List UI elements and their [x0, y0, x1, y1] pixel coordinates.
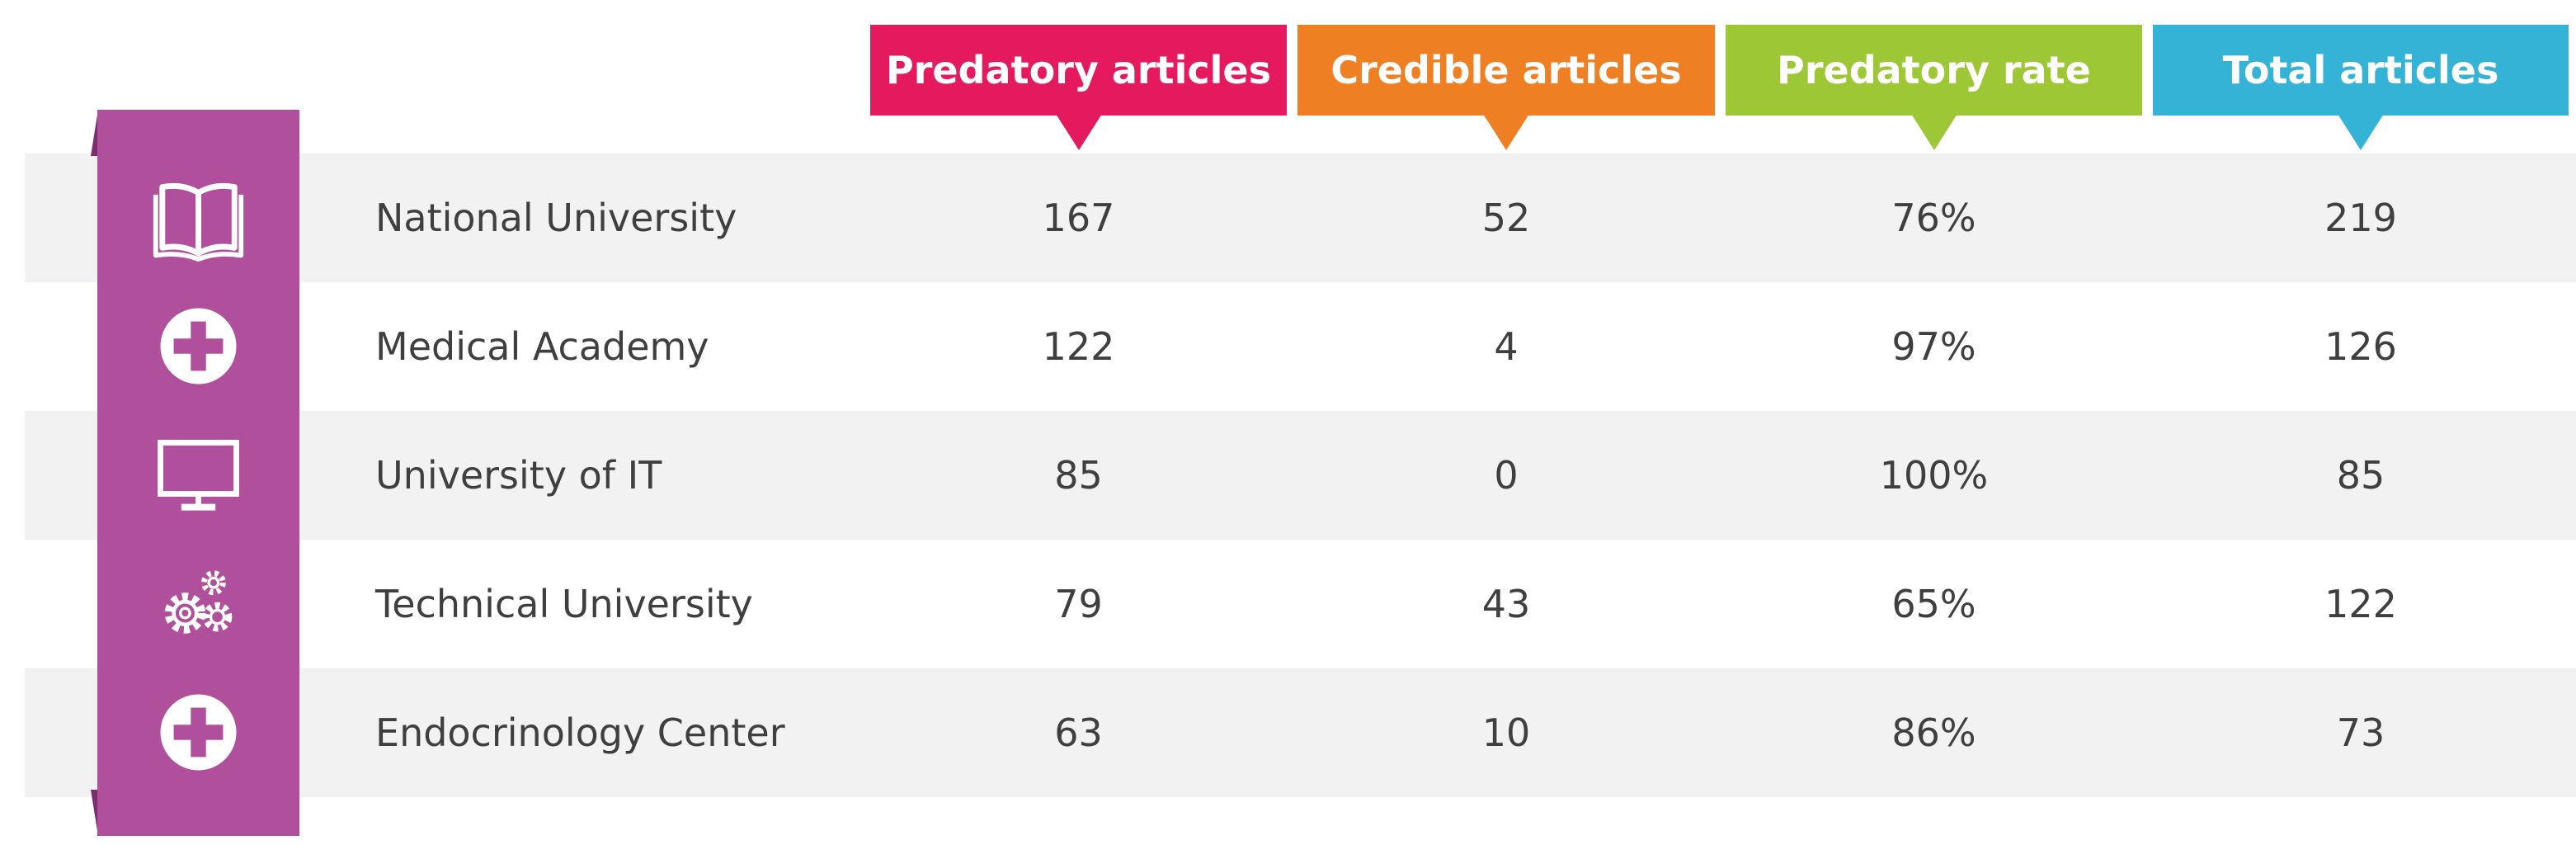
- column-header-credible-articles: Credible articles: [1297, 25, 1715, 150]
- row-name-endocrinology-center: Endocrinology Center: [375, 710, 785, 755]
- column-header-total-articles: Total articles: [2153, 25, 2569, 150]
- column-header-label: Credible articles: [1330, 48, 1682, 92]
- header-pointer: [2338, 114, 2384, 150]
- header-pointer: [1910, 114, 1957, 150]
- row-name-medical-academy: Medical Academy: [375, 324, 709, 369]
- row-name-university-of-it: University of IT: [375, 453, 662, 498]
- cell-predatory-rate: 97%: [1891, 324, 1976, 369]
- computer-monitor-icon: [151, 427, 246, 522]
- cell-total-articles: 126: [2324, 324, 2397, 369]
- row-band: [25, 668, 2576, 797]
- medical-cross-icon: [151, 299, 246, 394]
- medical-cross-icon: [151, 685, 246, 780]
- cell-credible-articles: 4: [1494, 324, 1519, 369]
- row-name-technical-university: Technical University: [375, 582, 753, 626]
- cell-predatory-articles: 122: [1042, 324, 1115, 369]
- header-pointer: [1483, 114, 1529, 150]
- cell-predatory-rate: 100%: [1879, 453, 1989, 498]
- cell-predatory-rate: 86%: [1891, 710, 1976, 755]
- cell-predatory-rate: 76%: [1891, 196, 1976, 240]
- column-header-predatory-articles: Predatory articles: [870, 25, 1287, 150]
- cell-predatory-articles: 79: [1054, 582, 1103, 626]
- row-band: [25, 411, 2576, 540]
- cell-total-articles: 73: [2336, 710, 2385, 755]
- column-header-label: Total articles: [2222, 48, 2499, 92]
- column-header-label: Predatory rate: [1777, 48, 2091, 92]
- cell-predatory-articles: 167: [1042, 196, 1115, 240]
- cell-predatory-articles: 85: [1054, 453, 1103, 498]
- ribbon-fold-top: [91, 110, 98, 156]
- row-name-national-university: National University: [375, 196, 737, 240]
- cell-credible-articles: 43: [1481, 582, 1531, 626]
- cell-total-articles: 85: [2336, 453, 2385, 498]
- cell-credible-articles: 0: [1494, 453, 1519, 498]
- row-band: [25, 153, 2576, 282]
- column-header-label: Predatory articles: [886, 48, 1271, 92]
- cell-predatory-rate: 65%: [1891, 582, 1976, 626]
- open-book-icon: [151, 170, 246, 265]
- cell-total-articles: 122: [2324, 582, 2397, 626]
- header-pointer: [1055, 114, 1102, 150]
- gears-icon: [151, 556, 246, 651]
- ribbon-fold-bottom: [91, 790, 98, 836]
- cell-total-articles: 219: [2324, 196, 2397, 240]
- column-header-predatory-rate: Predatory rate: [1726, 25, 2142, 150]
- cell-credible-articles: 10: [1481, 710, 1531, 755]
- cell-credible-articles: 52: [1481, 196, 1531, 240]
- cell-predatory-articles: 63: [1054, 710, 1103, 755]
